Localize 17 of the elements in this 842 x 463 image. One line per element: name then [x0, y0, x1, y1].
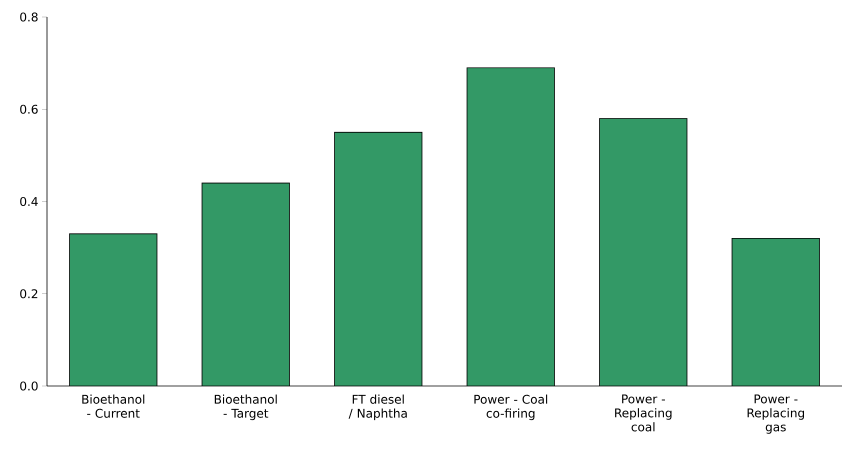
x-tick-label: Power - Replacing coal: [615, 394, 672, 432]
y-tick-label: 0.0: [20, 381, 38, 391]
bar: [334, 132, 422, 386]
y-tick-label: 0.2: [20, 289, 38, 298]
x-tick-label: Power - Replacing gas: [748, 394, 804, 434]
y-tick-label: 0.6: [20, 104, 38, 114]
x-tick-label: FT diesel / Naphtha: [348, 394, 407, 420]
x-tick-label: Power - Coal co-firing: [474, 394, 548, 420]
bar: [467, 68, 554, 386]
bar: [732, 238, 820, 386]
bar: [202, 183, 290, 386]
bar: [600, 118, 687, 386]
bar: [70, 234, 157, 386]
y-tick-label: 0.8: [20, 12, 38, 22]
x-tick-label: Bioethanol - Target: [214, 394, 277, 420]
y-tick-label: 0.4: [20, 196, 38, 206]
x-tick-label: Bioethanol - Current: [82, 394, 144, 418]
